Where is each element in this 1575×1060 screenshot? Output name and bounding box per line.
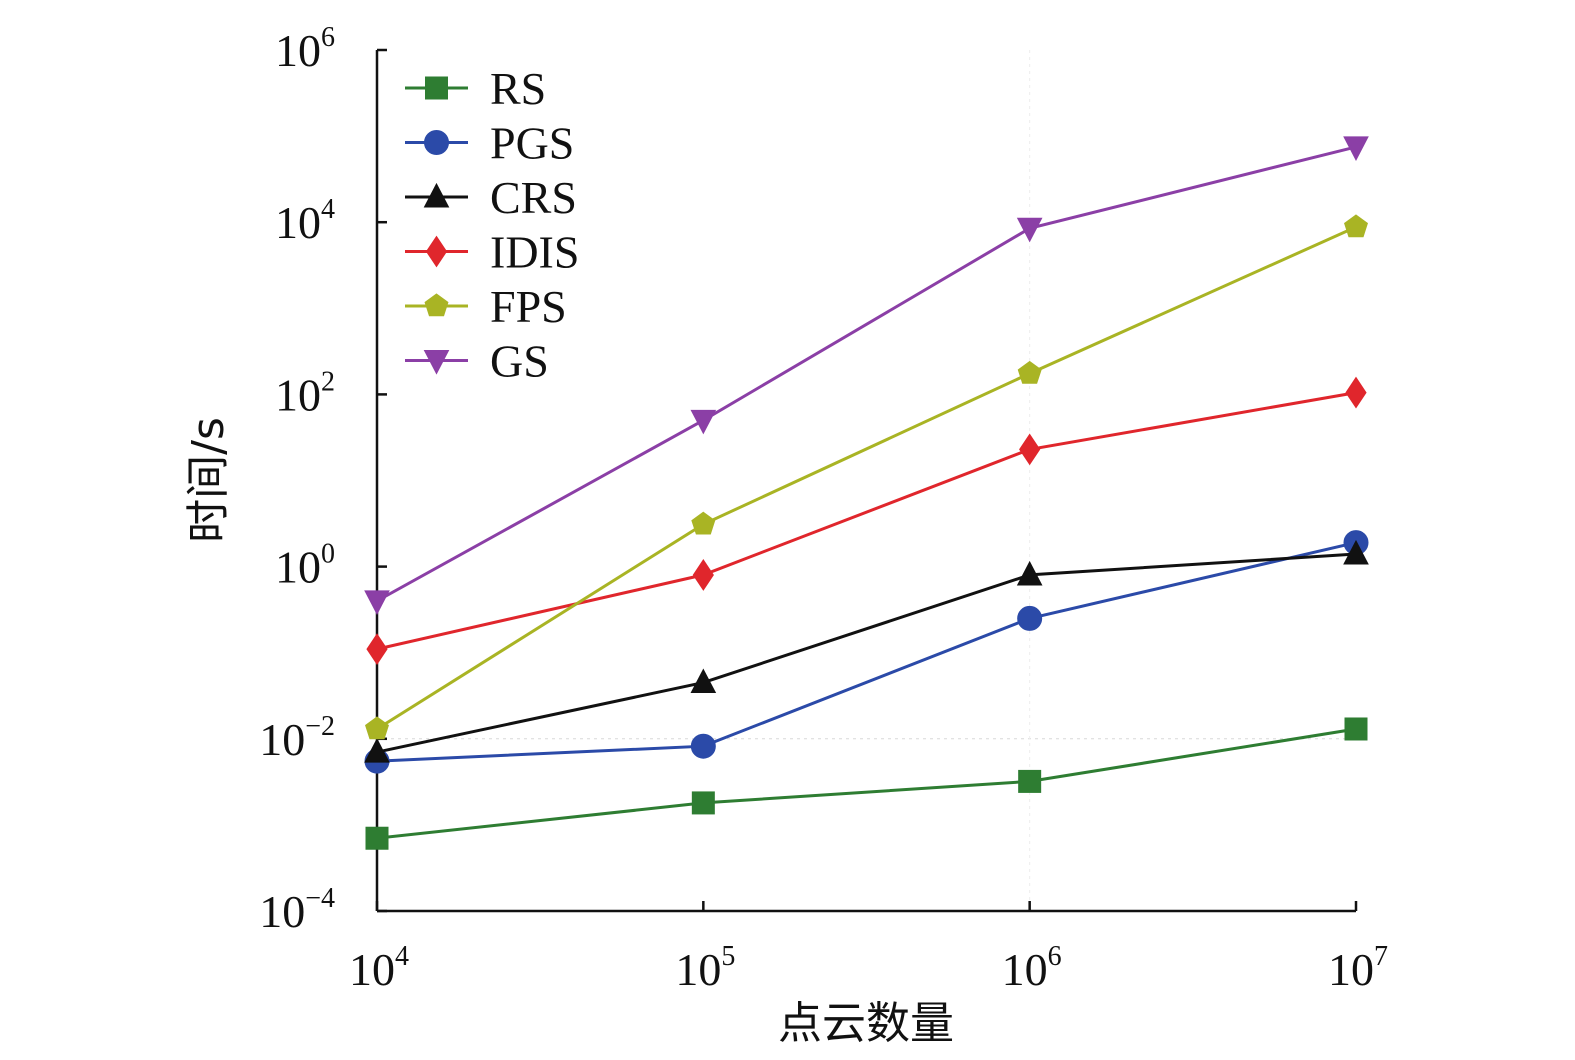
legend-item-gs: GS (405, 336, 549, 387)
x-tick-label-base: 10 (1002, 944, 1048, 995)
y-tick-label-exp: −2 (305, 711, 335, 742)
y-tick-label-base: 10 (275, 25, 321, 76)
x-tick-label: 106 (1002, 941, 1062, 995)
x-tick-label-base: 10 (1328, 944, 1374, 995)
x-tick-label-exp: 5 (721, 941, 735, 972)
data-point-crs (690, 668, 717, 694)
y-tick-label-exp: 2 (321, 366, 335, 397)
data-point-crs (1343, 539, 1369, 565)
y-tick-label: 10−4 (259, 883, 335, 937)
legend-item-crs: CRS (405, 172, 577, 223)
y-tick-label-base: 10 (275, 542, 321, 593)
x-axis-title: 点云数量 (778, 998, 954, 1049)
y-tick-label: 100 (275, 539, 335, 593)
data-point-pgs (690, 733, 716, 759)
legend-label: IDIS (490, 227, 579, 278)
legend-label: GS (490, 336, 549, 387)
legend-marker (424, 293, 449, 317)
data-point-rs (691, 791, 715, 815)
x-tick-label-base: 10 (675, 944, 721, 995)
y-tick-label: 10−2 (259, 711, 335, 765)
legend-label: RS (490, 63, 546, 114)
legend-item-pgs: PGS (405, 118, 574, 169)
y-tick-label-exp: 6 (321, 22, 335, 53)
y-tick-label-exp: −4 (305, 883, 335, 914)
y-tick-label-base: 10 (259, 714, 305, 765)
data-point-gs (364, 590, 390, 615)
x-tick-label: 104 (349, 941, 409, 995)
series-pgs (364, 530, 1369, 774)
y-tick-label: 106 (275, 22, 335, 76)
legend-marker (423, 350, 450, 375)
legend-marker (425, 235, 448, 268)
data-point-idis (1019, 433, 1041, 466)
series-idis (366, 376, 1367, 666)
x-tick-label: 105 (675, 941, 735, 995)
legend-item-rs: RS (405, 63, 546, 114)
x-tick-label-base: 10 (349, 944, 395, 995)
series-line-pgs (376, 541, 1357, 763)
y-tick-label-base: 10 (275, 197, 321, 248)
x-tick-label-exp: 7 (1374, 941, 1388, 972)
data-point-idis (366, 633, 388, 666)
y-tick-label-exp: 4 (321, 194, 335, 225)
data-point-fps (1017, 360, 1042, 384)
data-point-idis (692, 559, 714, 591)
x-ticks: 104 105 106 107 (349, 901, 1388, 995)
data-point-crs (364, 738, 390, 763)
data-point-gs (690, 409, 717, 435)
legend-item-idis: IDIS (405, 227, 579, 278)
series-group (364, 136, 1369, 850)
y-tick-label: 102 (275, 366, 335, 420)
legend-label: PGS (490, 118, 574, 169)
data-point-rs (1018, 769, 1042, 793)
series-crs (364, 539, 1369, 763)
data-point-gs (1016, 217, 1043, 243)
series-line-crs (376, 552, 1357, 754)
y-tick-label-exp: 0 (321, 539, 335, 570)
data-point-rs (1344, 717, 1368, 741)
legend-marker (425, 76, 448, 100)
series-line-gs (376, 145, 1357, 603)
series-fps (365, 214, 1368, 740)
series-gs (364, 136, 1369, 615)
x-tick-label: 107 (1328, 941, 1388, 995)
y-axis-title: 时间/s (183, 417, 234, 543)
y-tick-label-base: 10 (259, 886, 305, 937)
series-line-rs (376, 727, 1357, 840)
legend-label: CRS (490, 172, 577, 223)
data-point-rs (365, 826, 389, 850)
data-point-fps (1344, 214, 1368, 238)
grid-lines (377, 50, 1356, 911)
x-tick-label-exp: 6 (1048, 941, 1062, 972)
data-point-fps (691, 511, 716, 535)
legend-marker (424, 130, 449, 155)
legend-marker (423, 182, 450, 208)
data-point-fps (365, 716, 389, 740)
y-tick-label: 104 (275, 194, 335, 248)
legend-item-fps: FPS (405, 281, 567, 332)
series-line-fps (376, 225, 1357, 731)
data-point-crs (1016, 560, 1043, 586)
data-point-gs (1343, 136, 1369, 161)
series-rs (365, 717, 1368, 850)
data-point-pgs (1017, 605, 1043, 631)
legend-label: FPS (490, 281, 567, 332)
y-tick-label-base: 10 (275, 369, 321, 420)
data-point-idis (1345, 376, 1367, 409)
x-tick-label-exp: 4 (395, 941, 409, 972)
series-line-idis (376, 391, 1357, 651)
